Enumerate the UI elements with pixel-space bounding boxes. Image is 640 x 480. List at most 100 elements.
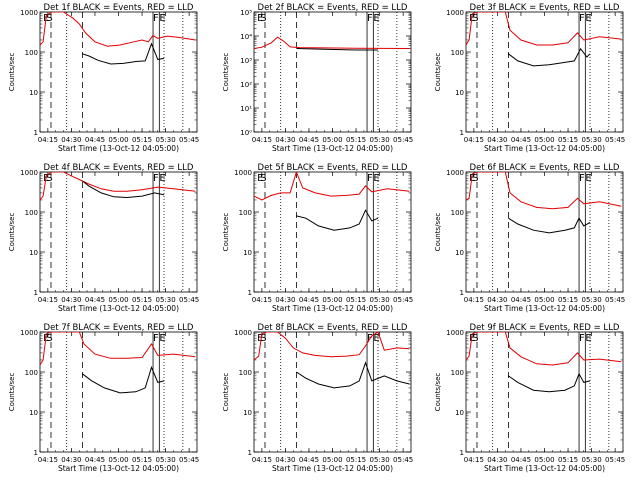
marker-label-e: E: [257, 333, 263, 344]
x-tick-label: 04:45: [299, 296, 319, 304]
chart-title: Det 4f BLACK = Events, RED = LLD: [44, 163, 194, 173]
x-tick-label: 04:15: [252, 296, 272, 304]
y-tick-label: 10: [29, 409, 38, 417]
red-lld-series: [40, 12, 196, 47]
plot-frame: [253, 171, 412, 293]
y-tick-label: 1000: [446, 329, 464, 337]
black-events-series: [508, 47, 591, 67]
y-tick-label: 1000: [20, 9, 38, 17]
x-tick-label: 04:45: [511, 296, 531, 304]
red-lld-series: [40, 332, 196, 366]
y-tick-label: 1000: [234, 329, 252, 337]
x-tick-label: 04:45: [85, 136, 105, 144]
y-tick-label: 1: [248, 449, 252, 457]
chart-panel-3: Det 3f BLACK = Events, RED = LLD 1 10 100 10…: [434, 3, 625, 153]
chart-title: Det 6f BLACK = Events, RED = LLD: [470, 163, 620, 173]
x-tick-label: 04:45: [299, 456, 319, 464]
red-lld-series: [466, 12, 622, 46]
x-axis-label: Start Time (13-Oct-12 04:05:00): [58, 304, 179, 313]
x-tick-label: 05:30: [582, 456, 602, 464]
x-tick-label: 05:00: [534, 136, 554, 144]
y-tick-label: 10: [243, 249, 252, 257]
marker-label-s: S: [260, 173, 266, 184]
x-tick-label: 04:45: [85, 296, 105, 304]
x-tick-label: 05:45: [179, 296, 199, 304]
y-tick-label: 10: [455, 89, 464, 97]
y-tick-label: 100: [25, 209, 38, 217]
marker-label-f: F: [153, 173, 159, 184]
x-tick-label: 05:15: [558, 296, 578, 304]
marker-label-e: E: [585, 333, 591, 344]
x-axis-label: Start Time (13-Oct-12 04:05:00): [272, 144, 393, 153]
y-tick-label: 10⁵: [240, 9, 252, 17]
chart-title: Det 9f BLACK = Events, RED = LLD: [470, 323, 620, 333]
marker-label-e: E: [257, 13, 263, 24]
black-events-series: [82, 42, 165, 65]
x-tick-label: 05:30: [370, 296, 390, 304]
x-tick-label: 05:00: [534, 296, 554, 304]
marker-label-e: E: [469, 333, 475, 344]
marker-label-e: E: [469, 13, 475, 24]
black-events-series: [508, 372, 591, 393]
y-tick-label: 100: [239, 209, 252, 217]
x-tick-label: 05:00: [534, 456, 554, 464]
chart-panel-7: Det 7f BLACK = Events, RED = LLD 1 10 100 10…: [8, 323, 199, 473]
y-tick-label: 1000: [446, 169, 464, 177]
y-tick-label: 100: [451, 369, 464, 377]
y-tick-label: 1: [460, 449, 464, 457]
chart-title: Det 1f BLACK = Events, RED = LLD: [44, 3, 194, 13]
x-tick-label: 04:30: [487, 296, 507, 304]
y-tick-label: 10⁴: [240, 33, 252, 41]
y-tick-label: 1000: [446, 9, 464, 17]
red-lld-series: [254, 36, 410, 49]
x-tick-label: 05:45: [605, 456, 625, 464]
chart-panel-9: Det 9f BLACK = Events, RED = LLD 1 10 100 10…: [434, 323, 625, 473]
x-axis-label: Start Time (13-Oct-12 04:05:00): [484, 144, 605, 153]
y-axis-label: Counts/sec: [222, 53, 230, 92]
y-tick-label: 1000: [234, 169, 252, 177]
x-tick-label: 05:15: [558, 456, 578, 464]
x-tick-label: 04:30: [61, 296, 81, 304]
marker-label-e: E: [373, 13, 379, 24]
x-tick-label: 05:30: [156, 136, 176, 144]
marker-label-f: F: [579, 13, 585, 24]
red-lld-series: [254, 172, 410, 201]
y-tick-label: 10: [455, 249, 464, 257]
red-lld-series: [466, 332, 622, 366]
y-tick-label: 100: [25, 369, 38, 377]
x-tick-label: 05:15: [346, 136, 366, 144]
x-axis-label: Start Time (13-Oct-12 04:05:00): [58, 144, 179, 153]
marker-label-f: F: [153, 333, 159, 344]
plot-frame: [465, 331, 624, 453]
x-tick-label: 04:30: [275, 136, 295, 144]
plot-frame: [39, 171, 198, 293]
y-axis-label: Counts/sec: [434, 53, 442, 92]
plot-frame: [253, 11, 412, 133]
x-tick-label: 05:45: [605, 136, 625, 144]
red-lld-series: [466, 172, 622, 210]
x-tick-label: 05:00: [108, 296, 128, 304]
marker-label-e: E: [159, 13, 165, 24]
x-tick-label: 04:30: [61, 136, 81, 144]
y-tick-label: 100: [451, 49, 464, 57]
x-tick-label: 04:45: [511, 136, 531, 144]
marker-label-s: S: [472, 13, 478, 24]
y-tick-label: 10³: [240, 57, 252, 65]
x-tick-label: 04:30: [61, 456, 81, 464]
x-tick-label: 04:15: [38, 136, 58, 144]
chart-title: Det 7f BLACK = Events, RED = LLD: [44, 323, 194, 333]
y-axis-label: Counts/sec: [8, 53, 16, 92]
y-tick-label: 10: [29, 249, 38, 257]
x-tick-label: 05:15: [132, 296, 152, 304]
x-tick-label: 04:30: [487, 136, 507, 144]
x-tick-label: 04:15: [464, 456, 484, 464]
x-axis-label: Start Time (13-Oct-12 04:05:00): [484, 304, 605, 313]
marker-label-e: E: [585, 13, 591, 24]
chart-panel-5: Det 5f BLACK = Events, RED = LLD 1 10 100 10…: [222, 163, 413, 313]
x-tick-label: 05:30: [370, 136, 390, 144]
y-tick-label: 10²: [240, 81, 252, 89]
x-tick-label: 04:45: [511, 456, 531, 464]
y-tick-label: 1: [34, 289, 38, 297]
chart-title: Det 3f BLACK = Events, RED = LLD: [470, 3, 620, 13]
